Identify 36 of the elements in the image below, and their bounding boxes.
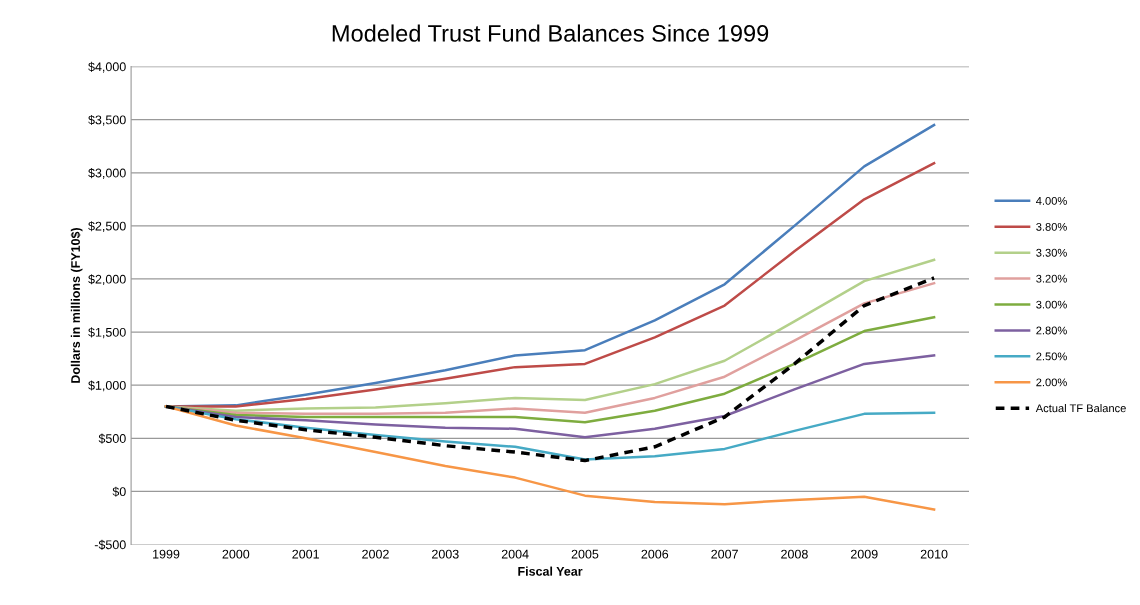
- x-tick-label: 1999: [153, 549, 180, 559]
- legend-label: 3.30%: [1036, 248, 1067, 257]
- x-tick-label: 2006: [641, 549, 669, 559]
- legend-label: 3.00%: [1036, 300, 1067, 309]
- x-tick-label: 2010: [920, 549, 948, 559]
- y-tick-label: $1,500: [88, 327, 126, 339]
- x-tick-label: 2004: [501, 549, 529, 559]
- y-tick-label: $4,000: [88, 61, 126, 73]
- legend-label: Actual TF Balance: [1035, 404, 1126, 413]
- x-tick-label: 2007: [711, 549, 738, 559]
- y-tick-label: $3,500: [88, 114, 126, 126]
- x-tick-label: 2000: [222, 549, 250, 559]
- x-tick-label: 2008: [781, 549, 808, 559]
- x-tick-label: 2005: [571, 549, 599, 559]
- legend-label: 2.80%: [1036, 326, 1067, 335]
- y-tick-label: $3,000: [88, 168, 126, 179]
- legend-label: 2.50%: [1036, 352, 1067, 361]
- y-tick-label: $2,000: [88, 274, 126, 286]
- y-axis-title: Dollars in millions (FY10$): [70, 228, 83, 383]
- legend-label: 3.80%: [1036, 222, 1067, 231]
- y-tick-label: $500: [98, 433, 126, 444]
- y-tick-label: $2,500: [88, 221, 126, 232]
- x-tick-label: 2009: [850, 549, 878, 559]
- x-tick-label: 2002: [362, 549, 389, 559]
- line-series: [164, 276, 936, 463]
- legend-label: 4.00%: [1036, 196, 1067, 205]
- y-tick-label: -$500: [94, 539, 126, 550]
- y-tick-label: $1,000: [88, 380, 126, 392]
- x-tick-label: 2001: [292, 549, 319, 559]
- y-tick-label: $0: [112, 486, 126, 497]
- x-tick-label: 2003: [432, 549, 459, 559]
- line-series: [164, 405, 936, 511]
- legend-label: 2.00%: [1036, 378, 1067, 387]
- x-axis-title: Fiscal Year: [518, 566, 583, 576]
- chart-title: Modeled Trust Fund Balances Since 1999: [332, 24, 769, 42]
- legend-label: 3.20%: [1036, 274, 1067, 283]
